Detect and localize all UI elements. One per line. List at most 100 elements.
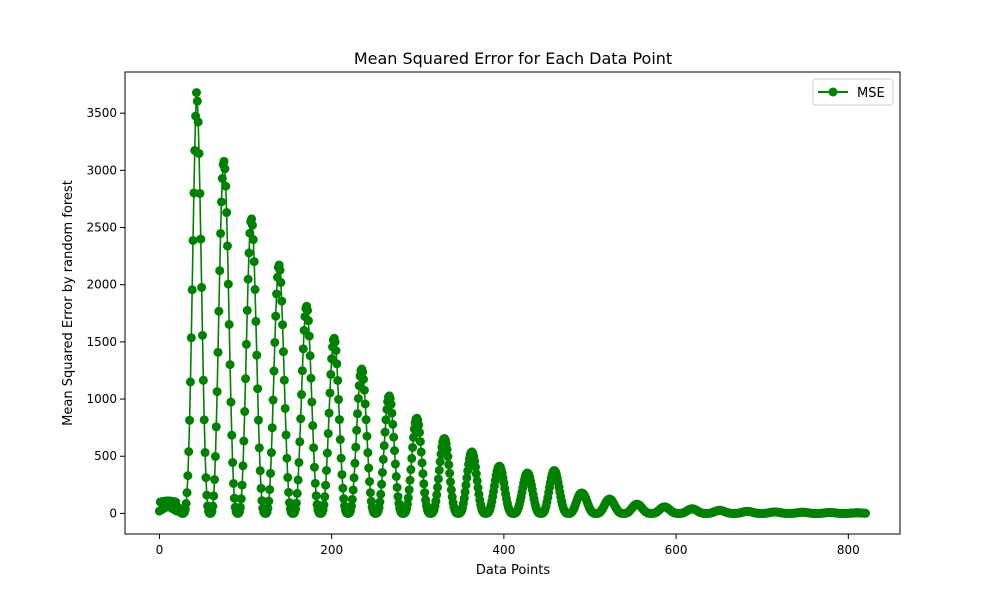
data-point [197, 282, 207, 292]
data-point [319, 500, 329, 510]
data-point [861, 508, 871, 518]
data-point [220, 164, 230, 174]
data-point [198, 330, 207, 340]
series-mse [154, 88, 871, 518]
data-point [444, 460, 454, 470]
data-point [418, 469, 428, 479]
data-point [392, 482, 402, 492]
data-point [360, 399, 370, 409]
data-point [326, 369, 336, 379]
y-tick-label: 2500 [86, 221, 117, 235]
data-point [222, 208, 232, 218]
data-point [294, 457, 304, 467]
data-point [267, 423, 277, 433]
data-point [213, 347, 223, 357]
data-point [330, 337, 340, 347]
data-point [182, 488, 192, 498]
data-point [223, 279, 233, 289]
legend: MSE [812, 78, 894, 106]
data-point [224, 320, 234, 329]
data-point [241, 339, 251, 349]
data-point [408, 432, 418, 442]
data-point [278, 320, 288, 330]
data-point [249, 257, 259, 267]
data-point [362, 431, 372, 441]
x-tick-label: 200 [320, 543, 343, 557]
data-point [386, 399, 396, 409]
data-point [257, 496, 267, 506]
data-point [222, 241, 232, 251]
data-point [276, 277, 286, 287]
data-point [242, 305, 252, 315]
data-point [250, 285, 260, 295]
data-point [388, 419, 398, 429]
data-point [297, 366, 307, 376]
data-point [352, 425, 362, 435]
data-point [310, 478, 320, 488]
data-point [332, 359, 342, 369]
data-point [266, 468, 276, 478]
data-point [331, 346, 341, 356]
data-point [200, 448, 210, 458]
data-point [297, 390, 307, 400]
data-point [236, 494, 246, 504]
data-point [303, 305, 313, 315]
data-point [471, 469, 481, 479]
chart-title: Mean Squared Error for Each Data Point [354, 49, 672, 68]
y-tick-label: 500 [94, 449, 117, 463]
y-tick-label: 2000 [86, 278, 117, 292]
data-point [212, 387, 222, 397]
data-point [251, 316, 261, 326]
data-point [336, 453, 346, 463]
plot-area [125, 72, 900, 534]
data-point [408, 442, 418, 452]
data-point [443, 452, 453, 462]
data-point [391, 472, 401, 481]
data-point [460, 487, 470, 497]
data-point [264, 496, 274, 506]
y-tick-label: 1500 [86, 335, 117, 349]
data-point [219, 156, 229, 166]
data-point [209, 491, 219, 501]
data-point [389, 432, 399, 442]
data-point [255, 466, 265, 476]
data-point [229, 478, 238, 488]
data-point [272, 289, 282, 299]
data-point [353, 393, 363, 403]
legend-box [812, 78, 894, 106]
data-point [307, 397, 317, 407]
data-point [298, 344, 308, 354]
data-point [403, 493, 413, 503]
data-point [196, 234, 206, 244]
data-point [435, 457, 445, 467]
data-point [305, 351, 315, 361]
data-point [228, 458, 238, 468]
x-axis: 0 200 400 600 800 [156, 534, 860, 557]
data-point [333, 375, 343, 385]
data-point [217, 173, 227, 183]
data-point [248, 235, 258, 245]
data-point [359, 385, 369, 395]
data-point [185, 415, 195, 425]
x-tick-label: 400 [492, 543, 515, 557]
data-point [239, 436, 249, 446]
data-point [338, 483, 348, 493]
data-point [321, 480, 331, 490]
data-point [244, 248, 254, 258]
data-point [186, 333, 196, 343]
data-point [378, 454, 388, 464]
x-tick-label: 0 [156, 543, 164, 557]
data-point [433, 474, 443, 484]
data-point [278, 347, 288, 357]
data-point [334, 394, 344, 404]
data-point [339, 494, 349, 504]
data-point [192, 96, 202, 106]
data-point [184, 447, 194, 457]
data-point [183, 471, 193, 481]
data-point [406, 465, 416, 475]
data-point [359, 374, 369, 384]
data-point [376, 489, 386, 499]
data-point [320, 492, 330, 502]
data-point [393, 492, 403, 502]
data-point [414, 420, 424, 430]
